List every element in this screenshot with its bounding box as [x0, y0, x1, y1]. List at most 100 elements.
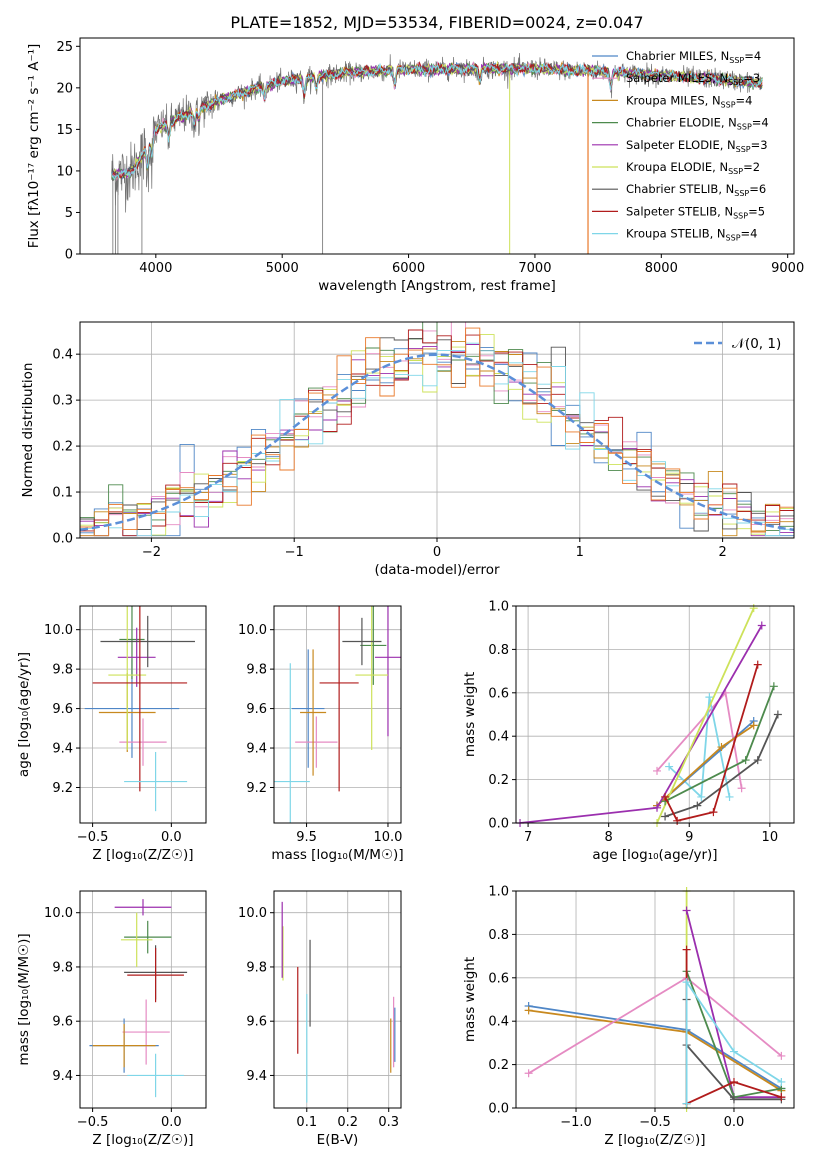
plus-marker — [661, 812, 670, 821]
y-tick-label: 0.4 — [488, 730, 509, 745]
y-tick-label: 0.0 — [488, 1102, 509, 1117]
age-vs-Z-chart: −0.5 0.0 9.2 9.4 9.6 9.8 10.0 Z [log₁₀(Z/Z☉)] ag… — [16, 605, 207, 863]
y-tick-label: 0.6 — [488, 686, 509, 701]
error-bar-point — [274, 663, 310, 823]
legend-entry: Salpeter ELODIE, NSSP=3 — [626, 138, 768, 154]
plus-marker — [682, 906, 691, 915]
weight-series — [664, 714, 779, 818]
y-tick-label: 0.0 — [488, 817, 509, 832]
y-tick-label: 0.2 — [488, 1058, 509, 1073]
error-bar-point — [291, 649, 325, 768]
plus-marker — [524, 1006, 533, 1015]
x-tick-label: −1 — [285, 545, 304, 560]
y-axis-label: Flux [fλ10⁻¹⁷ erg cm⁻² s⁻¹ A⁻¹] — [26, 44, 42, 249]
error-bar-point — [119, 606, 145, 679]
residuals-chart: −2 −1 0 1 2 0.0 0.1 0.2 0.3 0.4 (data-model)/error… — [20, 321, 795, 578]
y-tick-label: 9.8 — [52, 960, 73, 975]
plus-marker — [705, 693, 714, 702]
error-bar-point — [300, 649, 327, 776]
error-bar-point — [127, 1053, 184, 1098]
error-bar-point — [124, 920, 172, 954]
error-bar-point — [360, 606, 387, 685]
error-bar-point — [92, 1023, 156, 1068]
y-tick-label: 1.0 — [488, 885, 509, 900]
error-bar-point — [319, 606, 359, 792]
y-tick-label: 9.4 — [246, 742, 267, 757]
y-tick-label: 15 — [56, 123, 73, 138]
x-axis-label: age [log₁₀(age/yr)] — [592, 847, 717, 863]
y-axis-label: mass weight — [462, 672, 478, 757]
x-tick-label: −1.0 — [560, 1115, 592, 1130]
plot-frame — [79, 605, 207, 824]
x-axis-label: Z [log₁₀(Z/Z☉)] — [92, 847, 193, 863]
error-bar-point — [120, 912, 153, 967]
figure-title: PLATE=1852, MJD=53534, FIBERID=0024, z=0… — [230, 13, 643, 32]
plus-marker — [717, 743, 726, 752]
mass-vs-Z-chart: −0.5 0.0 9.4 9.6 9.8 10.0 Z [log₁₀(Z/Z☉)] mass … — [16, 890, 207, 1148]
x-tick-label: 9 — [685, 830, 693, 845]
legend-entry: Kroupa MILES, NSSP=4 — [626, 93, 752, 109]
y-tick-label: 9.4 — [52, 742, 73, 757]
x-tick-label: 0.1 — [296, 1115, 317, 1130]
x-axis-label: E(B-V) — [317, 1132, 359, 1148]
error-bar-point — [295, 716, 338, 768]
plus-marker — [682, 978, 691, 987]
x-tick-label: 5000 — [266, 261, 299, 276]
plus-marker — [753, 756, 762, 765]
legend-entry: 𝒩(0, 1) — [732, 336, 781, 352]
y-tick-label: 10 — [56, 164, 73, 179]
plus-marker — [673, 816, 682, 825]
x-tick-label: 9000 — [771, 261, 804, 276]
plus-marker — [665, 762, 674, 771]
normal-curve — [79, 353, 795, 532]
weight-series — [664, 664, 759, 822]
y-tick-label: 9.4 — [246, 1069, 267, 1084]
y-tick-label: 0.6 — [488, 971, 509, 986]
y-tick-label: 9.6 — [52, 1015, 73, 1030]
plus-marker — [653, 803, 662, 812]
plus-marker — [709, 808, 718, 817]
y-tick-label: 10.0 — [238, 906, 267, 921]
weight-series — [685, 979, 782, 1104]
y-tick-label: 9.6 — [246, 702, 267, 717]
y-tick-label: 0.2 — [488, 773, 509, 788]
weight-vs-age-chart: 7 8 9 10 0.0 0.2 0.4 0.6 0.8 1.0 age [log₁₀(age/yr… — [462, 600, 795, 863]
y-axis-label: mass [log₁₀(M/M☉)] — [16, 933, 32, 1065]
error-bar-point — [122, 999, 170, 1065]
weight-series — [656, 607, 755, 823]
legend-entry: Kroupa STELIB, NSSP=4 — [626, 227, 757, 243]
x-tick-label: −0.5 — [77, 830, 109, 845]
plot-frame — [273, 890, 402, 1109]
plus-marker — [753, 660, 762, 669]
x-axis-label: mass [log₁₀(M/M☉)] — [271, 847, 403, 863]
y-tick-label: 10.0 — [238, 623, 267, 638]
x-tick-label: −0.5 — [77, 1115, 109, 1130]
x-tick-label: 10.0 — [373, 830, 402, 845]
plus-marker — [661, 792, 670, 801]
plus-marker — [524, 1069, 533, 1078]
spectrum-legend: Chabrier MILES, NSSP=4 Salpeter MILES, NS… — [592, 49, 769, 243]
y-tick-label: 9.8 — [246, 960, 267, 975]
error-bar-point — [374, 606, 401, 737]
x-tick-label: 0.0 — [161, 1115, 182, 1130]
y-tick-label: 9.2 — [52, 781, 73, 796]
legend-entry: Salpeter STELIB, NSSP=5 — [626, 204, 765, 220]
y-tick-label: 0.4 — [488, 1015, 509, 1030]
y-tick-label: 10.0 — [44, 623, 73, 638]
y-tick-label: 0.8 — [488, 928, 509, 943]
plus-marker — [777, 1051, 786, 1060]
y-tick-label: 0.4 — [52, 348, 73, 363]
legend-entry: Chabrier MILES, NSSP=4 — [626, 49, 761, 65]
x-tick-label: 0.0 — [161, 830, 182, 845]
y-axis-label: Normed distribution — [20, 363, 36, 498]
plus-marker — [773, 710, 782, 719]
x-tick-label: 8 — [605, 830, 613, 845]
x-axis-label: (data-model)/error — [374, 562, 500, 578]
error-bar-point — [114, 899, 172, 916]
x-tick-label: 4000 — [139, 261, 172, 276]
error-bar-point — [127, 947, 184, 1003]
plot-frame — [79, 321, 795, 539]
plot-frame — [515, 890, 795, 1109]
error-bar-point — [124, 751, 188, 812]
